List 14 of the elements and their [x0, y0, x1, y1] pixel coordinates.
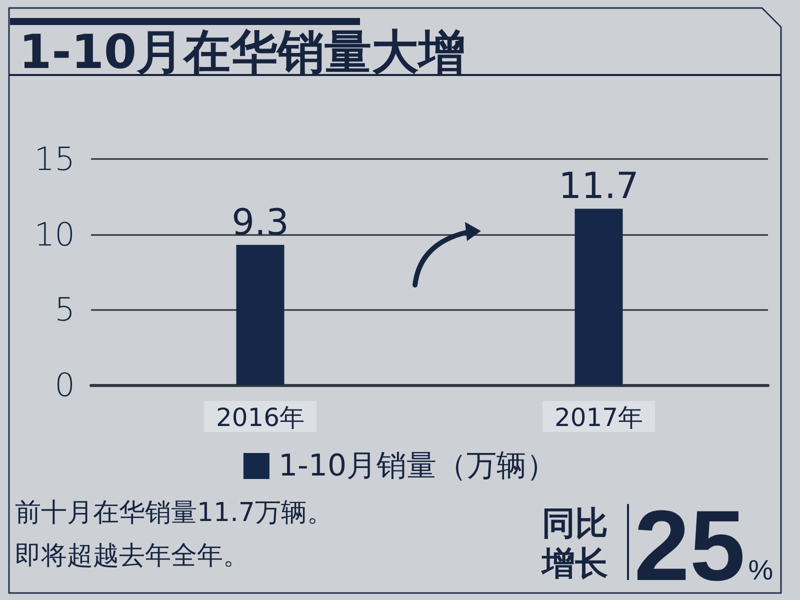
text: 同比增长	[540, 504, 608, 582]
data-label: 9.3	[232, 202, 289, 244]
y-tick-label: 0	[54, 366, 75, 404]
y-tick-label: 10	[34, 215, 75, 254]
y-tick-label: 5	[54, 290, 75, 329]
text: 前十月在华销量11.7万辆。	[15, 498, 333, 528]
text: 即将超越去年全年。	[15, 541, 249, 571]
y-tick-label: 15	[34, 140, 75, 178]
legend-label: 1-10月销量（万辆）	[278, 448, 557, 484]
text: 25%	[634, 490, 774, 600]
x-tick-label: 2016年	[216, 403, 305, 432]
data-label: 11.7	[558, 166, 639, 208]
chart-title: 1-10月在华销量大增	[19, 25, 466, 80]
x-tick-label: 2017年	[554, 403, 644, 432]
